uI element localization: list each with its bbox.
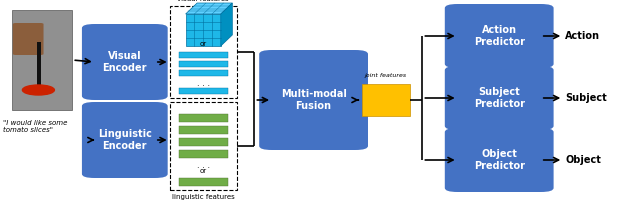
FancyBboxPatch shape [179,178,228,186]
Text: Object: Object [565,155,601,165]
Text: Multi-modal
Fusion: Multi-modal Fusion [281,89,346,111]
Text: joint features: joint features [365,73,406,78]
Text: or: or [200,41,207,47]
Text: "I would like some
tomato slices": "I would like some tomato slices" [3,120,68,133]
FancyBboxPatch shape [179,114,228,122]
FancyBboxPatch shape [13,23,44,55]
FancyBboxPatch shape [445,66,554,130]
FancyBboxPatch shape [259,50,368,150]
FancyBboxPatch shape [179,150,228,158]
FancyBboxPatch shape [179,61,228,67]
FancyBboxPatch shape [179,138,228,146]
Polygon shape [221,3,232,46]
Text: Subject
Predictor: Subject Predictor [474,87,525,109]
FancyBboxPatch shape [179,52,228,58]
FancyBboxPatch shape [362,84,410,116]
Polygon shape [37,42,41,86]
Text: or: or [200,168,207,174]
FancyBboxPatch shape [82,24,168,100]
Text: Action
Predictor: Action Predictor [474,25,525,47]
Text: . . .: . . . [196,160,210,170]
Text: visual features: visual features [177,0,229,2]
Text: linguistic features: linguistic features [172,194,235,200]
FancyBboxPatch shape [179,88,228,94]
Text: Object
Predictor: Object Predictor [474,149,525,171]
Text: Subject: Subject [565,93,607,103]
FancyBboxPatch shape [445,4,554,68]
Text: Visual
Encoder: Visual Encoder [102,51,147,73]
FancyBboxPatch shape [445,128,554,192]
FancyBboxPatch shape [179,126,228,134]
Polygon shape [186,3,232,14]
FancyBboxPatch shape [179,70,228,76]
Text: Linguistic
Encoder: Linguistic Encoder [98,129,152,151]
FancyBboxPatch shape [186,14,221,46]
FancyBboxPatch shape [82,102,168,178]
Text: Action: Action [565,31,600,41]
Text: . . .: . . . [196,78,210,88]
FancyBboxPatch shape [12,10,72,110]
Circle shape [22,85,54,95]
